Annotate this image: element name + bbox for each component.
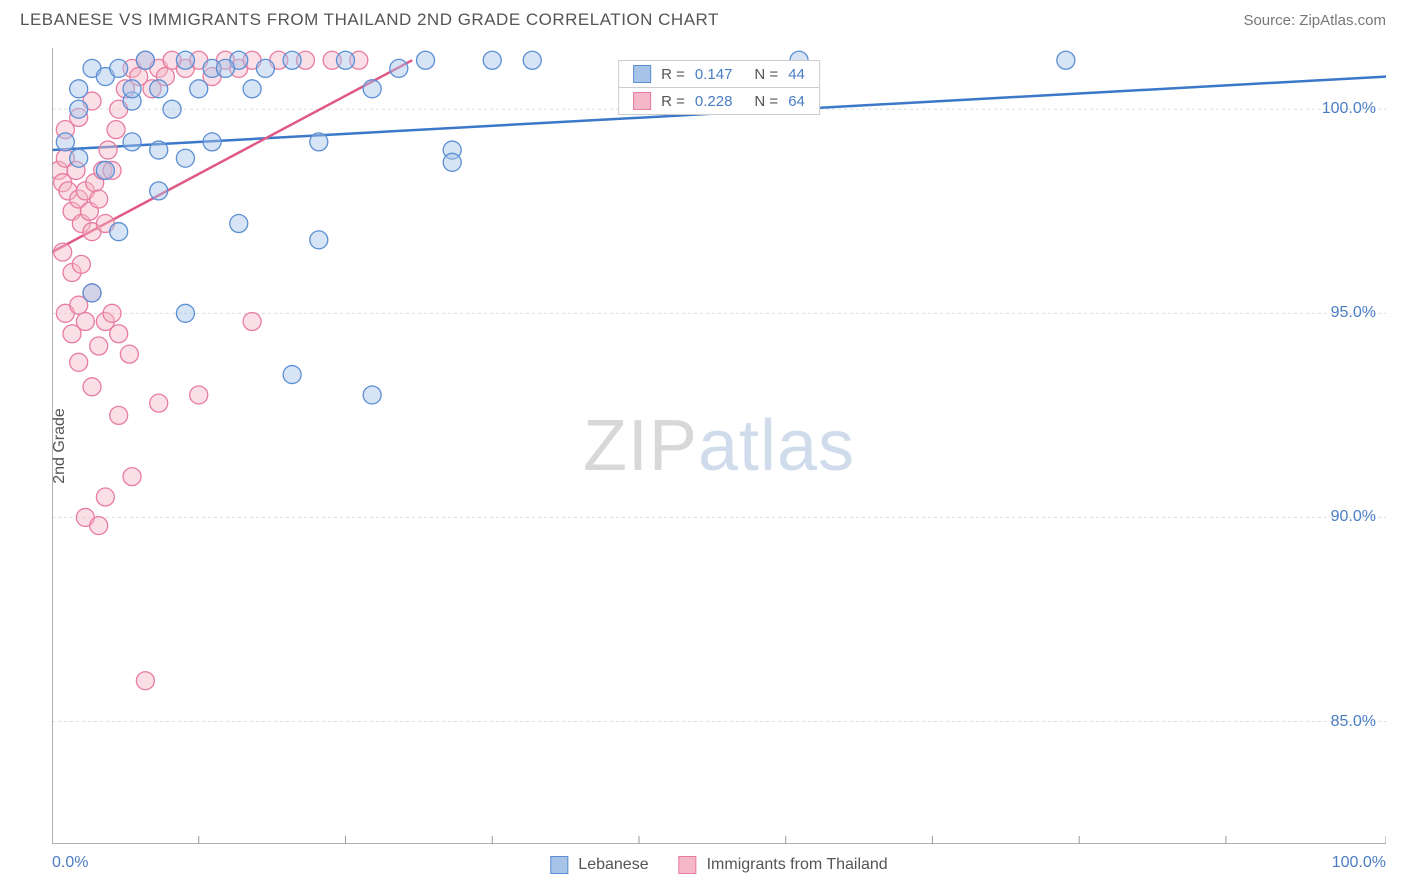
legend-swatch xyxy=(633,65,651,83)
legend-r-label: R = xyxy=(661,66,685,83)
legend-r-value: 0.228 xyxy=(695,93,733,110)
x-tick-label: 0.0% xyxy=(52,854,88,872)
y-tick-label: 90.0% xyxy=(1331,508,1376,526)
legend-label: Lebanese xyxy=(578,856,648,874)
chart-source: Source: ZipAtlas.com xyxy=(1243,12,1386,29)
x-tick-label: 100.0% xyxy=(1332,854,1386,872)
legend-r-label: R = xyxy=(661,93,685,110)
legend-swatch xyxy=(633,92,651,110)
y-tick-label: 95.0% xyxy=(1331,304,1376,322)
scatter-plot xyxy=(52,48,1386,844)
y-tick-label: 100.0% xyxy=(1322,100,1376,118)
legend-n-value: 44 xyxy=(788,66,805,83)
legend-row: R = 0.228 N = 64 xyxy=(619,87,819,114)
correlation-legend: R = 0.147 N = 44 R = 0.228 N = 64 xyxy=(618,60,820,115)
y-tick-label: 85.0% xyxy=(1331,713,1376,731)
legend-item: Lebanese xyxy=(550,856,648,874)
legend-label: Immigrants from Thailand xyxy=(707,856,888,874)
legend-r-value: 0.147 xyxy=(695,66,733,83)
legend-item: Immigrants from Thailand xyxy=(679,856,888,874)
chart-header: LEBANESE VS IMMIGRANTS FROM THAILAND 2ND… xyxy=(0,0,1406,38)
legend-n-value: 64 xyxy=(788,93,805,110)
legend-swatch xyxy=(550,856,568,874)
legend-n-label: N = xyxy=(754,66,778,83)
legend-swatch xyxy=(679,856,697,874)
series-legend: Lebanese Immigrants from Thailand xyxy=(550,856,887,874)
chart-container: 2nd Grade ZIPatlas R = 0.147N = 44R = 0.… xyxy=(52,48,1386,844)
chart-title: LEBANESE VS IMMIGRANTS FROM THAILAND 2ND… xyxy=(20,10,719,30)
legend-row: R = 0.147 N = 44 xyxy=(619,61,819,87)
legend-n-label: N = xyxy=(754,93,778,110)
